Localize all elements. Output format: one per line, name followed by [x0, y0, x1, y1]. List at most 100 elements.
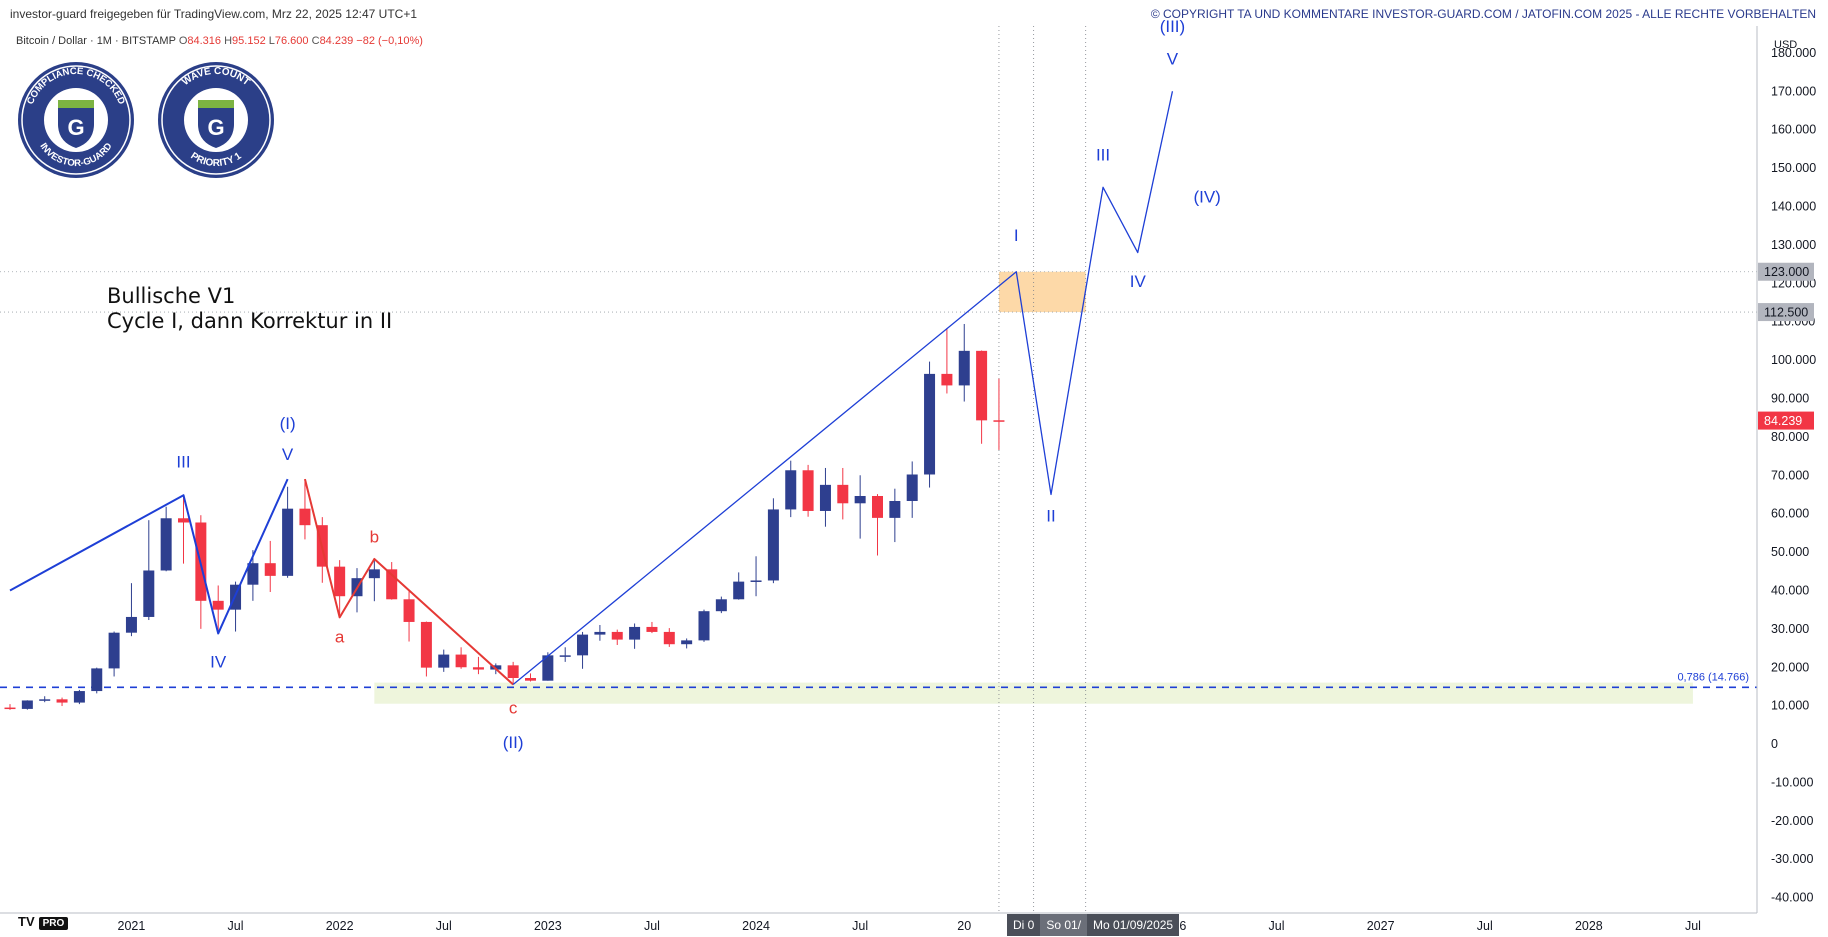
y-tick-label: 40.000 [1771, 583, 1809, 597]
time-axis [0, 913, 1828, 937]
candle [438, 649, 450, 672]
candles-layer [4, 323, 1005, 710]
candle [334, 560, 346, 618]
wave-label: b [370, 527, 379, 546]
candle [212, 585, 224, 634]
y-tick-label: -10.000 [1771, 775, 1813, 789]
x-tick-label: 2021 [118, 919, 146, 933]
price-tag-bg [1758, 411, 1814, 430]
candle [420, 621, 432, 677]
y-tick-label: 90.000 [1771, 391, 1809, 405]
copyright-notice: © COPYRIGHT TA UND KOMMENTARE INVESTOR-G… [1150, 7, 1816, 21]
candle [386, 562, 398, 600]
candle-body [958, 350, 970, 386]
low-label: L [268, 35, 275, 47]
y-tick-label: 130.000 [1771, 238, 1816, 252]
candle [525, 673, 536, 682]
candle [143, 520, 155, 621]
candle [178, 495, 189, 564]
candle-body [438, 654, 450, 668]
y-tick-label: 80.000 [1771, 430, 1809, 444]
x-tick-label: 20 [957, 919, 971, 933]
candle [230, 581, 242, 632]
candle [282, 486, 294, 578]
symbol-legend[interactable]: Bitcoin / Dollar · 1M · BITSTAMP O84.316… [16, 35, 423, 47]
x-tick-label: Jul [228, 919, 244, 933]
candle [681, 638, 693, 649]
candle-body [698, 611, 710, 641]
candle-body [108, 632, 120, 669]
y-tick-label: 160.000 [1771, 123, 1816, 137]
wave-label: c [509, 698, 518, 717]
candle-body [941, 373, 953, 386]
pro-badge: PRO [38, 917, 69, 930]
candle-body [212, 600, 224, 610]
y-tick-label: 70.000 [1771, 468, 1809, 482]
candle-body [837, 484, 849, 504]
grid-layer: 0,786 (14.766) [0, 26, 1757, 913]
wave-label: III [176, 453, 190, 472]
candle [368, 558, 380, 602]
open-value: 84.316 [187, 35, 222, 47]
candle [889, 488, 901, 543]
candle [195, 515, 207, 629]
candle [351, 568, 363, 613]
candle-body [559, 655, 571, 657]
candle [958, 323, 970, 402]
y-tick-label: -20.000 [1771, 814, 1813, 828]
close-label: C [311, 35, 320, 47]
candle-body [577, 634, 589, 656]
candle [160, 506, 172, 572]
price-level-tag: 112.500 [1758, 303, 1814, 322]
candle [993, 378, 1005, 450]
x-tick-label: 2022 [326, 919, 354, 933]
tradingview-logo[interactable]: TV PRO [18, 914, 69, 930]
candle-body [976, 350, 988, 421]
candle-body [455, 654, 467, 668]
candle [976, 350, 988, 444]
y-tick-label: 100.000 [1771, 353, 1816, 367]
candle-body [629, 626, 641, 640]
price-level-tag: 123.000 [1758, 262, 1814, 281]
price-tag-text: 112.500 [1764, 306, 1808, 320]
candle-body [368, 569, 380, 579]
badge-inner-ring [21, 65, 131, 175]
candle [663, 628, 675, 647]
candle [91, 667, 103, 694]
candle [4, 704, 16, 710]
candle [819, 467, 831, 527]
candle-body [73, 691, 85, 703]
shield-icon [58, 100, 94, 148]
candle [594, 625, 606, 641]
x-tick-label: 2024 [742, 919, 770, 933]
x-tick-label: Jul [436, 919, 452, 933]
candle-body [178, 518, 189, 523]
candle [733, 572, 745, 600]
candle-body [993, 420, 1005, 422]
top-bar: investor-guard freigegeben für TradingVi… [0, 0, 1828, 26]
wave-label: (III) [1160, 17, 1186, 36]
candle [21, 700, 33, 710]
currency-label: USD [1774, 39, 1797, 51]
candle-body [802, 470, 814, 511]
candle [924, 361, 936, 488]
candle-body [125, 616, 137, 633]
candle-body [525, 678, 536, 681]
price-axis [1757, 26, 1828, 915]
wave-line [303, 478, 514, 686]
wave-label: V [1167, 49, 1179, 68]
badge-letter: G [207, 115, 224, 140]
price-tag-text: 123.000 [1764, 265, 1809, 279]
shield-icon [198, 100, 234, 148]
axes-layer: USD -40.000 -30.000 -20.000 -10.000 0 10.000 20… [0, 26, 1828, 937]
candle [854, 475, 866, 539]
badge-letter: G [67, 115, 84, 140]
candle-body [264, 563, 276, 576]
close-value: 84.239 [319, 35, 354, 47]
candle-body [420, 621, 432, 668]
candle [906, 461, 918, 518]
candle [542, 652, 554, 681]
